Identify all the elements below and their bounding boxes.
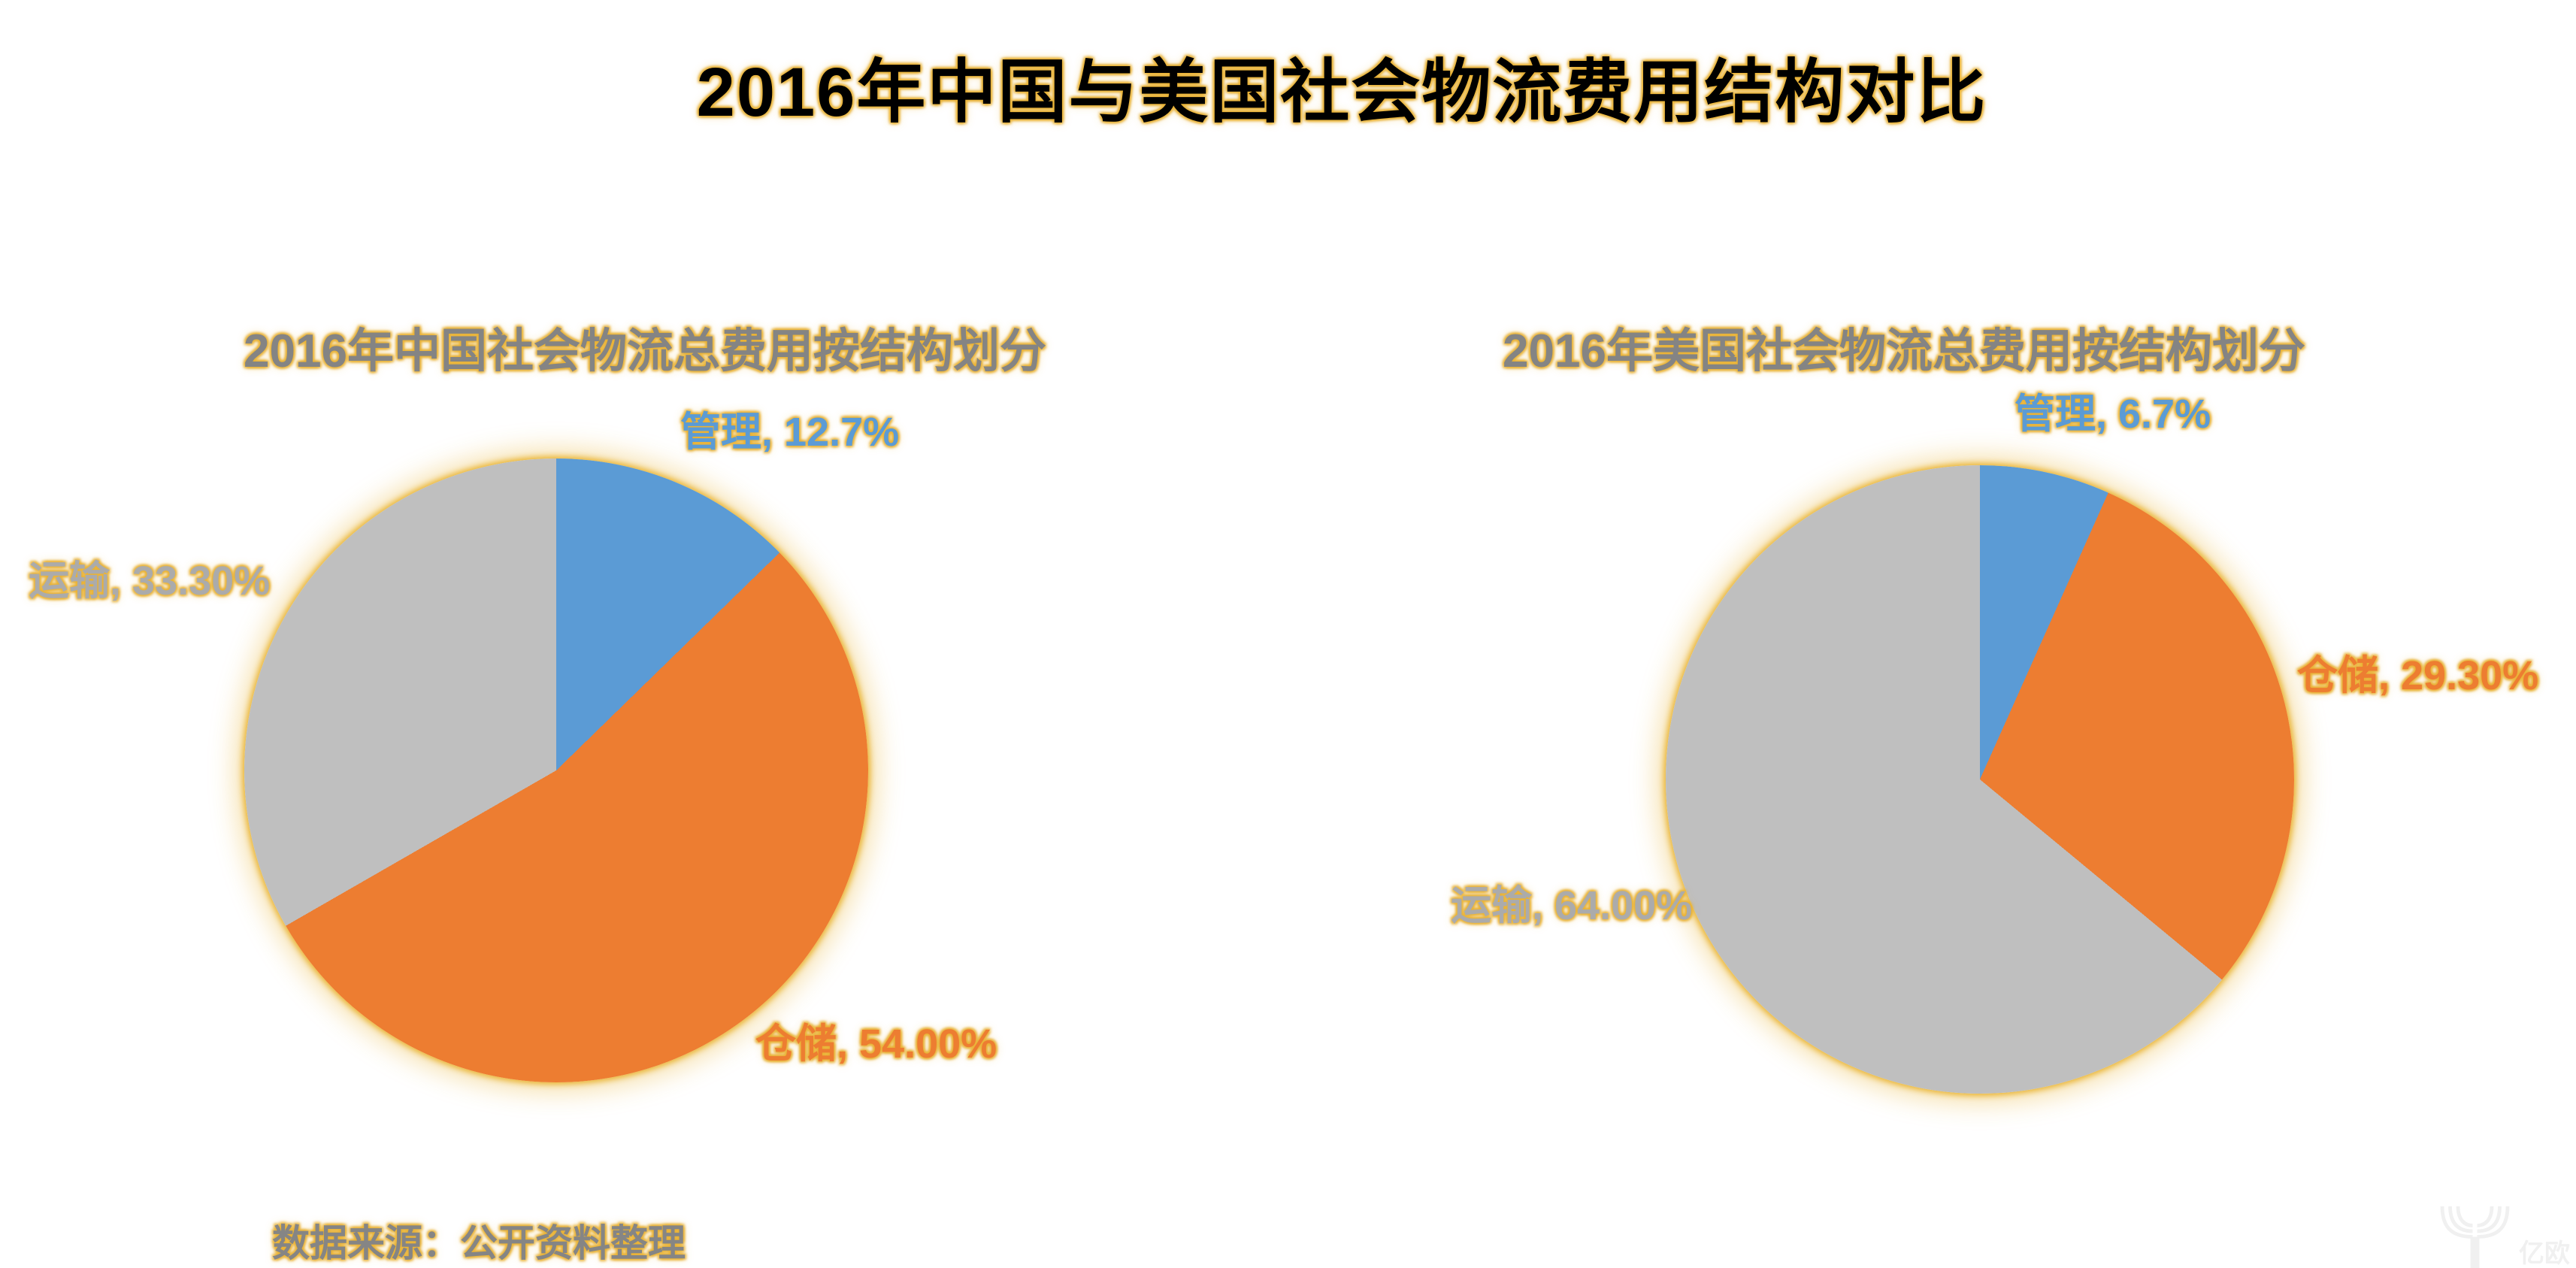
china-pie-chart bbox=[244, 458, 868, 1082]
page-title: 2016年中国与美国社会物流费用结构对比 bbox=[696, 54, 1987, 131]
watermark-label: 亿欧 bbox=[2519, 1239, 2570, 1268]
china-slice-label-admin: 管理, 12.7% bbox=[680, 410, 900, 455]
usa-pie-chart bbox=[1666, 465, 2294, 1094]
usa-slice-label-storage: 仓储, 29.30% bbox=[2297, 653, 2539, 698]
watermark-logo-icon bbox=[2440, 1206, 2510, 1268]
china-slice-label-transport: 运输, 33.30% bbox=[29, 558, 271, 604]
usa-slice-label-transport: 运输, 64.00% bbox=[1451, 883, 1693, 928]
watermark: 亿欧 bbox=[2435, 1200, 2570, 1268]
china-slice-label-storage: 仓储, 54.00% bbox=[755, 1021, 997, 1067]
china-chart-title: 2016年中国社会物流总费用按结构划分 bbox=[244, 325, 1046, 377]
usa-slice-label-admin: 管理, 6.7% bbox=[2014, 392, 2211, 437]
usa-chart-title: 2016年美国社会物流总费用按结构划分 bbox=[1503, 325, 2305, 377]
data-source-note: 数据来源：公开资料整理 bbox=[272, 1222, 686, 1264]
